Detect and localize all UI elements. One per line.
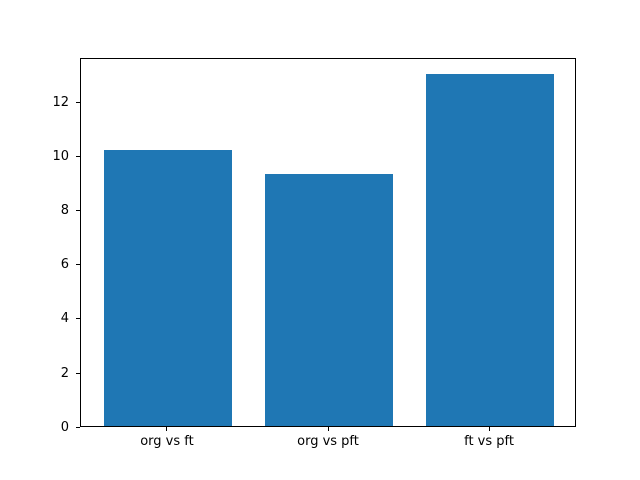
- x-tick-mark: [166, 427, 168, 432]
- y-tick-label: 12: [52, 94, 69, 110]
- y-tick-label: 10: [52, 148, 69, 164]
- y-tick-mark: [76, 318, 80, 320]
- bar-org-vs-pft: [264, 174, 394, 427]
- bar-org-vs-ft: [103, 150, 233, 427]
- x-tick-label: org vs pft: [297, 434, 359, 450]
- y-tick-mark: [76, 426, 80, 428]
- x-tick-label: org vs ft: [140, 434, 194, 450]
- bar-ft-vs-pft: [425, 74, 555, 427]
- y-tick-label: 4: [60, 311, 69, 327]
- plot-area: [80, 57, 576, 428]
- x-tick-label: ft vs pft: [464, 434, 514, 450]
- y-tick-label: 2: [60, 365, 69, 381]
- y-tick-label: 6: [60, 257, 69, 273]
- y-tick-mark: [76, 155, 80, 157]
- x-tick-mark: [327, 427, 329, 432]
- x-tick-mark: [488, 427, 490, 432]
- y-tick-label: 0: [60, 419, 69, 435]
- y-tick-label: 8: [60, 203, 69, 219]
- y-tick-mark: [76, 101, 80, 103]
- y-tick-mark: [76, 372, 80, 374]
- y-tick-mark: [76, 210, 80, 212]
- y-tick-mark: [76, 264, 80, 266]
